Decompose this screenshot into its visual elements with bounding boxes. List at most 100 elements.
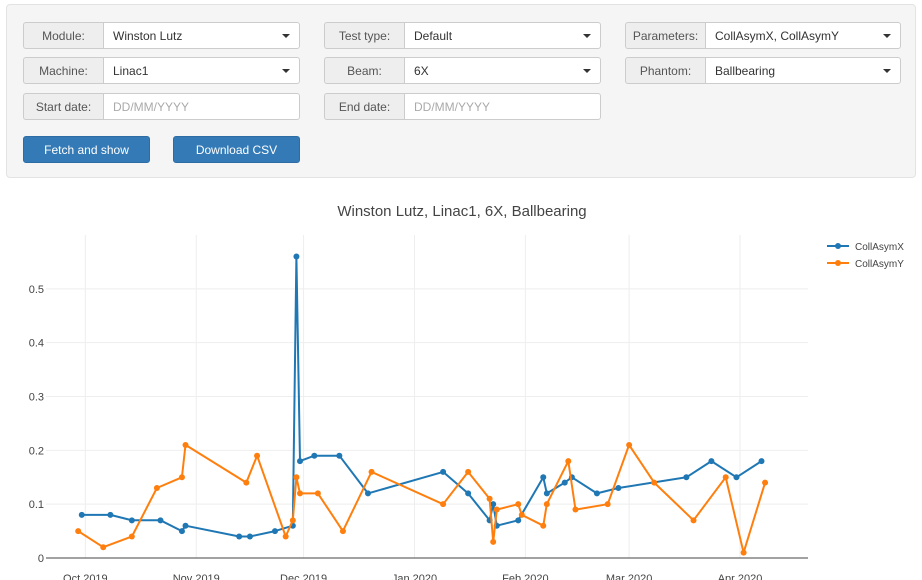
phantom-select[interactable]: Ballbearing	[705, 57, 901, 84]
test-type-label: Test type:	[324, 22, 404, 49]
data-point-collasymy	[128, 533, 135, 540]
data-point-collasymx	[540, 474, 547, 481]
data-point-collasymx	[157, 517, 164, 524]
chevron-down-icon	[583, 69, 591, 73]
data-point-collasymy	[368, 468, 375, 475]
machine-select[interactable]: Linac1	[103, 57, 300, 84]
end-date-input[interactable]: DD/MM/YYYY	[404, 93, 601, 120]
data-point-collasymy	[75, 528, 82, 535]
data-point-collasymy	[690, 517, 697, 524]
data-point-collasymx	[733, 474, 740, 481]
data-point-collasymy	[465, 468, 472, 475]
data-point-collasymy	[490, 538, 497, 545]
start-date-input[interactable]: DD/MM/YYYY	[103, 93, 300, 120]
data-point-collasymy	[282, 533, 289, 540]
data-point-collasymy	[293, 474, 300, 481]
data-point-collasymy	[651, 479, 658, 486]
data-point-collasymy	[626, 441, 633, 448]
module-value: Winston Lutz	[113, 28, 183, 43]
data-point-collasymx	[336, 452, 343, 459]
data-point-collasymy	[297, 490, 303, 497]
parameters-group: Parameters: CollAsymX, CollAsymY	[625, 22, 901, 49]
y-tick-label: 0.2	[29, 445, 44, 457]
x-tick-label: Nov 2019	[173, 573, 220, 580]
data-point-collasymy	[543, 501, 550, 508]
data-point-collasymx	[515, 517, 522, 524]
data-point-collasymx	[708, 458, 715, 465]
data-point-collasymx	[311, 452, 318, 459]
data-point-collasymx	[78, 511, 85, 518]
y-tick-label: 0.3	[29, 392, 44, 404]
data-point-collasymy	[178, 474, 185, 481]
data-point-collasymy	[740, 549, 747, 556]
data-point-collasymx	[615, 485, 622, 492]
line-chart: Winston Lutz, Linac1, 6X, Ballbearing 0 0.…	[29, 203, 905, 580]
phantom-group: Phantom: Ballbearing	[625, 57, 901, 84]
data-point-collasymy	[604, 501, 611, 508]
data-point-collasymx	[182, 522, 189, 529]
download-csv-button[interactable]: Download CSV	[173, 136, 300, 163]
chevron-down-icon	[883, 69, 891, 73]
x-tick-label: Jan 2020	[392, 573, 437, 580]
x-tick-label: Apr 2020	[718, 573, 763, 580]
legend-marker	[835, 243, 841, 249]
x-tick-label: Dec 2019	[280, 573, 327, 580]
data-point-collasymy	[243, 479, 250, 486]
data-point-collasymx	[364, 490, 371, 497]
machine-label: Machine:	[23, 57, 103, 84]
module-label: Module:	[23, 22, 103, 49]
test-type-select[interactable]: Default	[404, 22, 601, 49]
beam-select[interactable]: 6X	[404, 57, 601, 84]
data-point-collasymy	[572, 506, 579, 513]
y-tick-label: 0.1	[29, 499, 44, 511]
x-tick-label: Feb 2020	[502, 573, 548, 580]
data-point-collasymy	[440, 501, 447, 508]
end-date-group: End date: DD/MM/YYYY	[324, 93, 601, 120]
data-point-collasymy	[182, 441, 189, 448]
data-point-collasymx	[465, 490, 472, 497]
data-point-collasymx	[561, 479, 568, 486]
end-date-label: End date:	[324, 93, 404, 120]
data-point-collasymx	[271, 528, 278, 535]
machine-group: Machine: Linac1	[23, 57, 300, 84]
chevron-down-icon	[883, 34, 891, 38]
start-date-label: Start date:	[23, 93, 103, 120]
data-point-collasymy	[762, 479, 769, 486]
data-point-collasymx	[297, 458, 303, 465]
phantom-label: Phantom:	[625, 57, 705, 84]
data-point-collasymx	[490, 501, 497, 508]
data-point-collasymy	[339, 528, 346, 535]
legend-marker	[835, 260, 841, 266]
data-point-collasymy	[254, 452, 261, 459]
machine-value: Linac1	[113, 63, 149, 78]
data-point-collasymx	[440, 468, 447, 475]
parameters-value: CollAsymX, CollAsymY	[715, 28, 840, 43]
fetch-and-show-button[interactable]: Fetch and show	[23, 136, 150, 163]
series-line-collasymy	[77, 443, 767, 554]
legend-label: CollAsymY	[855, 259, 904, 270]
data-point-collasymx	[236, 533, 243, 540]
parameters-label: Parameters:	[625, 22, 705, 49]
data-point-collasymy	[289, 517, 296, 524]
data-point-collasymy	[518, 511, 525, 518]
chevron-down-icon	[282, 69, 290, 73]
chevron-down-icon	[282, 34, 290, 38]
data-point-collasymy	[540, 522, 547, 529]
x-tick-label: Mar 2020	[606, 573, 652, 580]
y-tick-label: 0.4	[29, 338, 44, 350]
test-type-group: Test type: Default	[324, 22, 601, 49]
x-tick-label: Oct 2019	[63, 573, 108, 580]
data-point-collasymx	[543, 490, 550, 497]
data-point-collasymx	[178, 528, 185, 535]
start-date-group: Start date: DD/MM/YYYY	[23, 93, 300, 120]
beam-label: Beam:	[324, 57, 404, 84]
data-point-collasymy	[565, 458, 572, 465]
y-tick-label: 0	[38, 553, 44, 565]
module-select[interactable]: Winston Lutz	[103, 22, 300, 49]
beam-value: 6X	[414, 63, 429, 78]
data-point-collasymy	[153, 485, 160, 492]
chevron-down-icon	[583, 34, 591, 38]
data-point-collasymy	[486, 495, 493, 502]
module-group: Module: Winston Lutz	[23, 22, 300, 49]
parameters-select[interactable]: CollAsymX, CollAsymY	[705, 22, 901, 49]
